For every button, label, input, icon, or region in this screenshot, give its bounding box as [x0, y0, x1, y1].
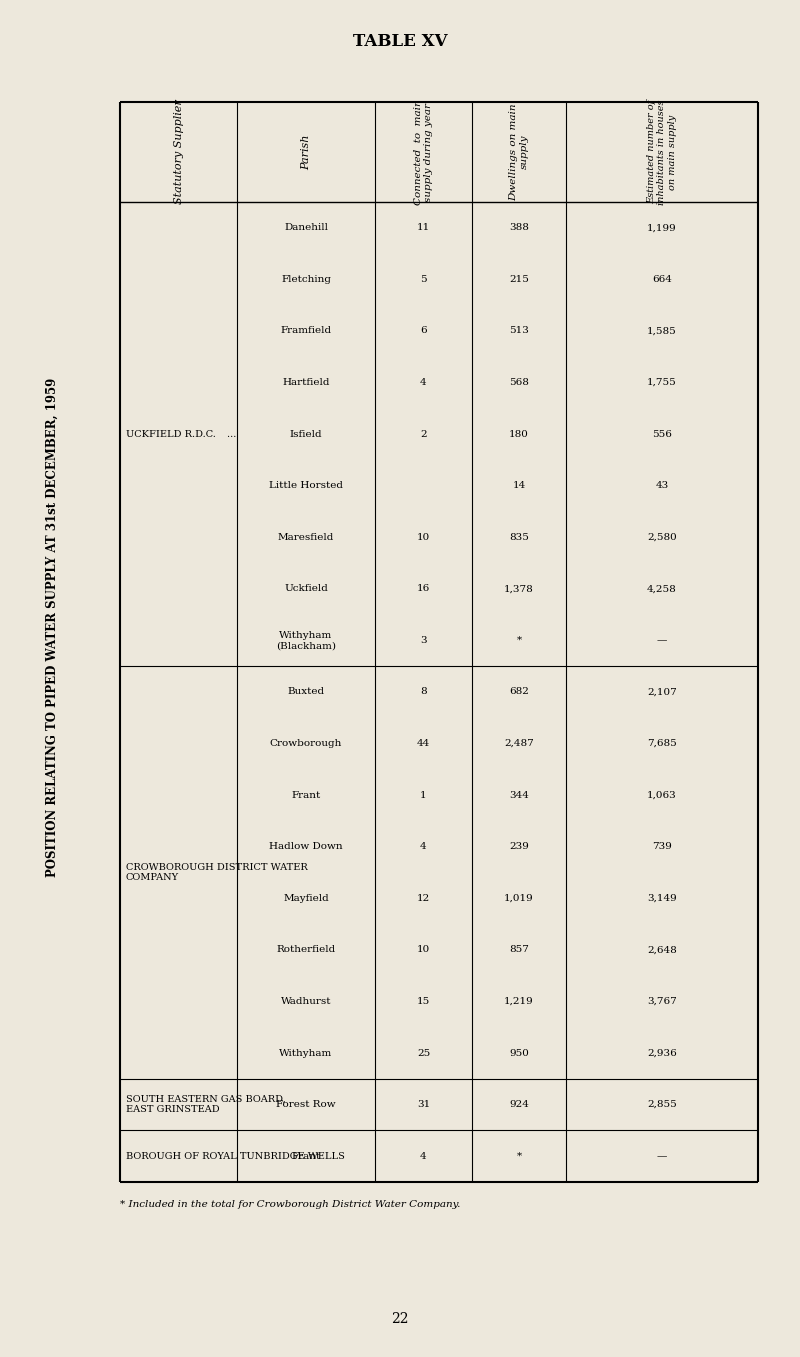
- Text: 1,219: 1,219: [504, 997, 534, 1006]
- Text: Hadlow Down: Hadlow Down: [269, 843, 343, 851]
- Text: 556: 556: [652, 430, 672, 438]
- Text: Buxted: Buxted: [287, 688, 325, 696]
- Text: 4: 4: [420, 843, 427, 851]
- Text: 3,149: 3,149: [647, 894, 677, 902]
- Text: 682: 682: [509, 688, 529, 696]
- Text: Connected  to  main
supply during year: Connected to main supply during year: [414, 99, 434, 205]
- Text: TABLE XV: TABLE XV: [353, 34, 447, 50]
- Text: Danehill: Danehill: [284, 224, 328, 232]
- Text: 739: 739: [652, 843, 672, 851]
- Text: Parish: Parish: [301, 134, 311, 170]
- Text: 215: 215: [509, 275, 529, 284]
- Text: Hartfield: Hartfield: [282, 379, 330, 387]
- Text: 14: 14: [512, 482, 526, 490]
- Text: 2,936: 2,936: [647, 1049, 677, 1057]
- Text: 5: 5: [420, 275, 427, 284]
- Text: 31: 31: [417, 1101, 430, 1109]
- Text: SOUTH EASTERN GAS BOARD,
EAST GRINSTEAD: SOUTH EASTERN GAS BOARD, EAST GRINSTEAD: [126, 1095, 286, 1114]
- Text: 11: 11: [417, 224, 430, 232]
- Text: UCKFIELD R.D.C.   ...: UCKFIELD R.D.C. ...: [126, 430, 236, 438]
- Text: BOROUGH OF ROYAL TUNBRIDGE WELLS: BOROUGH OF ROYAL TUNBRIDGE WELLS: [126, 1152, 345, 1160]
- Text: —: —: [657, 636, 667, 645]
- Text: 44: 44: [417, 740, 430, 748]
- Text: *: *: [517, 636, 522, 645]
- Text: 22: 22: [391, 1312, 409, 1326]
- Text: 950: 950: [509, 1049, 529, 1057]
- Text: 10: 10: [417, 533, 430, 541]
- Text: 1,755: 1,755: [647, 379, 677, 387]
- Text: 239: 239: [509, 843, 529, 851]
- Text: Maresfield: Maresfield: [278, 533, 334, 541]
- Text: 180: 180: [509, 430, 529, 438]
- Text: 1,199: 1,199: [647, 224, 677, 232]
- Text: 43: 43: [655, 482, 669, 490]
- Text: 3,767: 3,767: [647, 997, 677, 1006]
- Text: 1,378: 1,378: [504, 585, 534, 593]
- Text: 664: 664: [652, 275, 672, 284]
- Text: 924: 924: [509, 1101, 529, 1109]
- Text: 1,063: 1,063: [647, 791, 677, 799]
- Text: Little Horsted: Little Horsted: [269, 482, 343, 490]
- Text: 3: 3: [420, 636, 427, 645]
- Text: 7,685: 7,685: [647, 740, 677, 748]
- Text: 12: 12: [417, 894, 430, 902]
- Text: 4: 4: [420, 1152, 427, 1160]
- Text: 2: 2: [420, 430, 427, 438]
- Text: 2,648: 2,648: [647, 946, 677, 954]
- Text: 2,580: 2,580: [647, 533, 677, 541]
- Text: Isfield: Isfield: [290, 430, 322, 438]
- Text: 8: 8: [420, 688, 427, 696]
- Text: Dwellings on main
supply: Dwellings on main supply: [510, 103, 529, 201]
- Text: Statutory Supplier: Statutory Supplier: [174, 99, 183, 205]
- Text: 16: 16: [417, 585, 430, 593]
- Text: 513: 513: [509, 327, 529, 335]
- Text: 2,107: 2,107: [647, 688, 677, 696]
- Text: 15: 15: [417, 997, 430, 1006]
- Text: 568: 568: [509, 379, 529, 387]
- Text: Mayfield: Mayfield: [283, 894, 329, 902]
- Text: Uckfield: Uckfield: [284, 585, 328, 593]
- Text: Wadhurst: Wadhurst: [281, 997, 331, 1006]
- Text: Frant: Frant: [291, 1152, 321, 1160]
- Text: Estimated number of
inhabitants in houses
on main supply: Estimated number of inhabitants in house…: [647, 99, 677, 205]
- Text: * Included in the total for Crowborough District Water Company.: * Included in the total for Crowborough …: [120, 1200, 460, 1209]
- Text: Forest Row: Forest Row: [276, 1101, 336, 1109]
- Text: 344: 344: [509, 791, 529, 799]
- Text: 1,019: 1,019: [504, 894, 534, 902]
- Text: 4,258: 4,258: [647, 585, 677, 593]
- Text: —: —: [657, 1152, 667, 1160]
- Text: Fletching: Fletching: [281, 275, 331, 284]
- Text: 4: 4: [420, 379, 427, 387]
- Text: 25: 25: [417, 1049, 430, 1057]
- Text: 835: 835: [509, 533, 529, 541]
- Text: Frant: Frant: [291, 791, 321, 799]
- Text: Crowborough: Crowborough: [270, 740, 342, 748]
- Text: 10: 10: [417, 946, 430, 954]
- Text: 857: 857: [509, 946, 529, 954]
- Text: 388: 388: [509, 224, 529, 232]
- Text: *: *: [517, 1152, 522, 1160]
- Text: Rotherfield: Rotherfield: [276, 946, 336, 954]
- Text: 1: 1: [420, 791, 427, 799]
- Text: CROWBOROUGH DISTRICT WATER
COMPANY: CROWBOROUGH DISTRICT WATER COMPANY: [126, 863, 308, 882]
- Text: 1,585: 1,585: [647, 327, 677, 335]
- Text: 2,855: 2,855: [647, 1101, 677, 1109]
- Text: 2,487: 2,487: [504, 740, 534, 748]
- Text: 6: 6: [420, 327, 427, 335]
- Text: Framfield: Framfield: [281, 327, 331, 335]
- Text: Withyham
(Blackham): Withyham (Blackham): [276, 631, 336, 650]
- Text: Withyham: Withyham: [279, 1049, 333, 1057]
- Text: POSITION RELATING TO PIPED WATER SUPPLY AT 31st DECEMBER, 1959: POSITION RELATING TO PIPED WATER SUPPLY …: [46, 377, 58, 877]
